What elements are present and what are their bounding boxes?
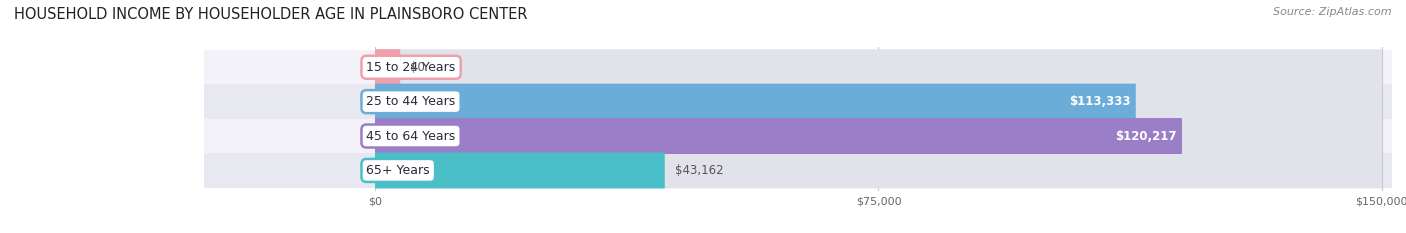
Text: $0: $0 [411, 61, 425, 74]
Text: $120,217: $120,217 [1115, 130, 1177, 143]
FancyBboxPatch shape [204, 153, 1392, 188]
Text: 45 to 64 Years: 45 to 64 Years [367, 130, 456, 143]
Text: 25 to 44 Years: 25 to 44 Years [367, 95, 456, 108]
FancyBboxPatch shape [204, 50, 1392, 84]
Text: HOUSEHOLD INCOME BY HOUSEHOLDER AGE IN PLAINSBORO CENTER: HOUSEHOLD INCOME BY HOUSEHOLDER AGE IN P… [14, 7, 527, 22]
FancyBboxPatch shape [375, 84, 1136, 120]
FancyBboxPatch shape [375, 152, 665, 188]
FancyBboxPatch shape [204, 84, 1392, 119]
FancyBboxPatch shape [375, 49, 401, 85]
FancyBboxPatch shape [375, 118, 1382, 154]
Text: Source: ZipAtlas.com: Source: ZipAtlas.com [1274, 7, 1392, 17]
FancyBboxPatch shape [375, 118, 1182, 154]
FancyBboxPatch shape [204, 119, 1392, 153]
FancyBboxPatch shape [375, 152, 1382, 188]
Text: $43,162: $43,162 [675, 164, 724, 177]
FancyBboxPatch shape [375, 49, 1382, 85]
Text: $113,333: $113,333 [1069, 95, 1130, 108]
Text: 15 to 24 Years: 15 to 24 Years [367, 61, 456, 74]
FancyBboxPatch shape [375, 84, 1382, 120]
Text: 65+ Years: 65+ Years [367, 164, 430, 177]
